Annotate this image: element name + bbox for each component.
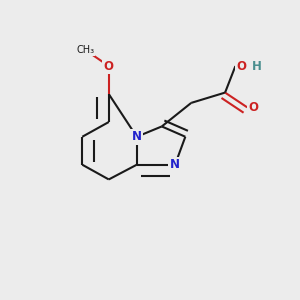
Text: methoxy: methoxy (81, 49, 87, 50)
Text: H: H (252, 60, 262, 73)
Text: O: O (237, 60, 247, 73)
Text: N: N (132, 130, 142, 143)
Text: O: O (104, 60, 114, 73)
Text: N: N (170, 158, 180, 171)
Text: O: O (249, 101, 259, 114)
Text: CH₃: CH₃ (76, 45, 94, 55)
